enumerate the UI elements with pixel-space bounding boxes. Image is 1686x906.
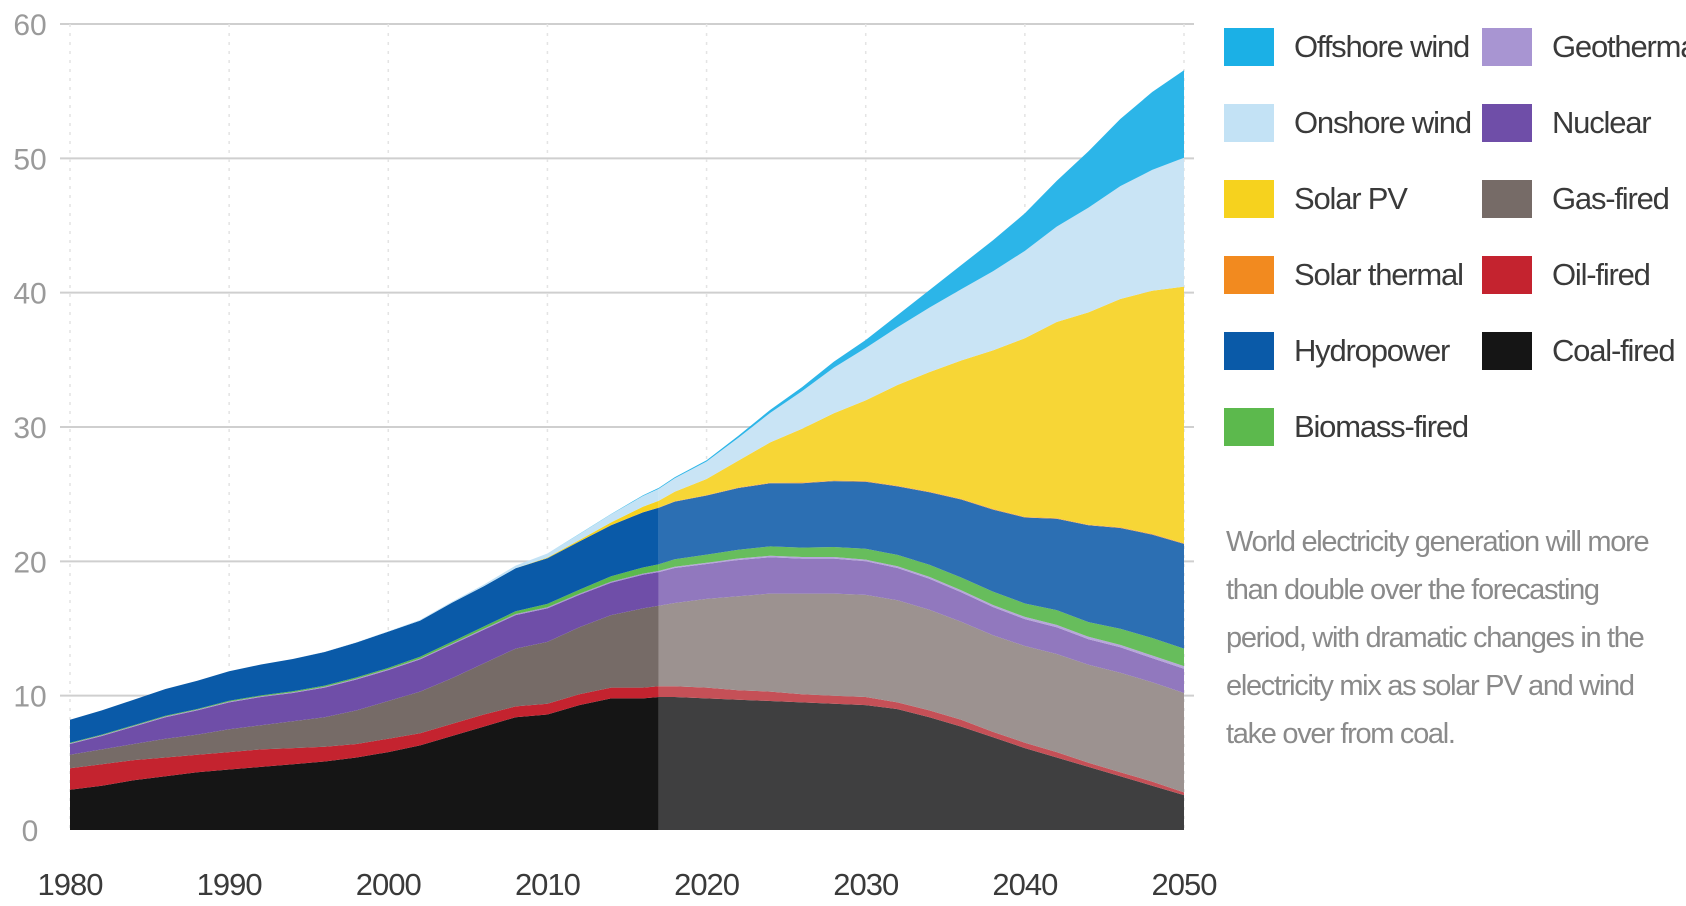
- legend-label: Biomass-fired: [1294, 409, 1469, 444]
- legend-item-onshore-wind: Onshore wind: [1224, 100, 1472, 146]
- y-tick-label: 40: [13, 278, 46, 311]
- legend: Offshore wind Onshore wind Solar PV Solar t…: [1224, 24, 1686, 464]
- area-coal-fired-forecast: [658, 697, 1184, 830]
- x-axis-ticks: 1980 1990 2000 2010 2020 2030 2040 2050: [38, 867, 1219, 902]
- x-tick-label: 2020: [674, 867, 740, 902]
- legend-swatch: [1224, 104, 1274, 142]
- area-hydropower: [70, 507, 659, 743]
- legend-swatch: [1482, 104, 1532, 142]
- legend-label: Offshore wind: [1294, 29, 1470, 64]
- legend-swatch: [1482, 28, 1532, 66]
- legend-swatch: [1224, 408, 1274, 446]
- y-tick-label: 20: [13, 546, 46, 579]
- legend-swatch: [1224, 332, 1274, 370]
- area-oil-fired-forecast: [658, 686, 1184, 796]
- legend-swatch: [1482, 332, 1532, 370]
- area-nuclear: [70, 572, 659, 755]
- legend-item-geothermal: Geothermal: [1482, 24, 1686, 70]
- legend-swatch: [1224, 256, 1274, 294]
- legend-label: Oil-fired: [1552, 257, 1651, 292]
- area-onshore-wind-forecast: [658, 157, 1184, 501]
- area-coal-fired: [70, 697, 659, 830]
- legend-swatch: [1482, 256, 1532, 294]
- area-hydropower-forecast: [658, 481, 1184, 649]
- legend-label: Coal-fired: [1552, 333, 1676, 368]
- area-gas-fired-forecast: [658, 593, 1184, 793]
- stacked-areas: [70, 70, 1184, 830]
- y-tick-label: 10: [13, 681, 46, 714]
- y-axis-ticks: 0 10 20 30 40 50 60: [13, 9, 46, 848]
- x-tick-label: 2050: [1152, 867, 1218, 902]
- legend-item-nuclear: Nuclear: [1482, 100, 1652, 146]
- area-biomass-fired: [70, 564, 659, 744]
- x-tick-label: 2040: [992, 867, 1058, 902]
- x-tick-label: 1990: [197, 867, 263, 902]
- legend-item-biomass-fired: Biomass-fired: [1224, 404, 1469, 450]
- legend-label: Solar thermal: [1294, 257, 1464, 292]
- legend-swatch: [1224, 180, 1274, 218]
- legend-item-oil-fired: Oil-fired: [1482, 252, 1651, 298]
- legend-swatch: [1482, 180, 1532, 218]
- legend-label: Gas-fired: [1552, 181, 1670, 216]
- legend-label: Onshore wind: [1294, 105, 1472, 140]
- y-tick-label: 60: [13, 9, 46, 42]
- legend-label: Geothermal: [1552, 29, 1686, 64]
- x-tick-label: 2000: [356, 867, 422, 902]
- y-tick-label: 30: [13, 412, 46, 445]
- legend-label: Hydropower: [1294, 333, 1450, 368]
- legend-swatch: [1224, 28, 1274, 66]
- legend-label: Solar PV: [1294, 181, 1408, 216]
- y-tick-label: 0: [22, 815, 39, 848]
- legend-item-solar-pv: Solar PV: [1224, 176, 1408, 222]
- legend-item-gas-fired: Gas-fired: [1482, 176, 1670, 222]
- area-solar-pv-forecast: [658, 286, 1184, 544]
- x-tick-label: 2030: [833, 867, 899, 902]
- legend-item-hydropower: Hydropower: [1224, 328, 1450, 374]
- legend-item-offshore-wind: Offshore wind: [1224, 24, 1470, 70]
- y-tick-label: 50: [13, 143, 46, 176]
- annotation-text: World electricity generation will more t…: [1226, 526, 1650, 750]
- area-nuclear-forecast: [658, 557, 1184, 693]
- legend-label: Nuclear: [1552, 105, 1652, 140]
- x-tick-label: 2010: [515, 867, 581, 902]
- legend-item-solar-thermal: Solar thermal: [1224, 252, 1464, 298]
- area-gas-fired: [70, 605, 659, 769]
- area-oil-fired: [70, 686, 659, 790]
- legend-item-coal-fired: Coal-fired: [1482, 328, 1676, 374]
- area-biomass-fired-forecast: [658, 546, 1184, 667]
- area-offshore-wind-forecast: [658, 70, 1184, 489]
- x-tick-label: 1980: [38, 867, 104, 902]
